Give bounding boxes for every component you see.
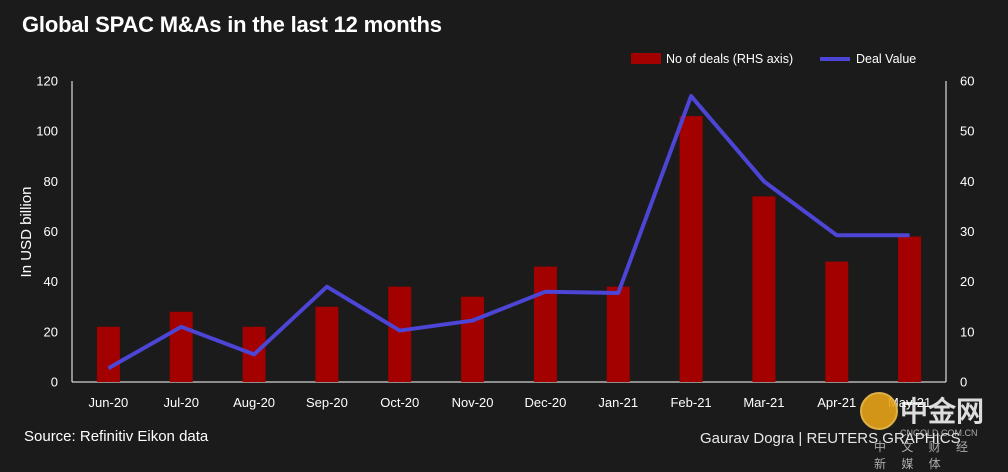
watermark-text: 中金网 <box>900 395 985 428</box>
watermark-subtitle: 中 文 财 经 新 媒 体 <box>874 440 975 471</box>
line-series <box>107 94 910 370</box>
x-tick-label: May-21 <box>888 395 931 410</box>
y-axis-ticks: 0 20 40 60 80 100 120 <box>36 74 58 390</box>
y2-tick-label: 50 <box>960 124 974 139</box>
source-note: Source: Refinitiv Eikon data <box>24 428 209 445</box>
axes <box>71 81 947 383</box>
x-tick-label: Mar-21 <box>743 395 784 410</box>
y2-tick-label: 60 <box>960 74 974 89</box>
y-tick-label: 0 <box>51 375 58 390</box>
bar <box>461 296 485 382</box>
x-tick-label: Nov-20 <box>452 395 494 410</box>
y-tick-label: 20 <box>44 324 58 339</box>
x-tick-label: Jul-20 <box>164 395 199 410</box>
y-tick-label: 120 <box>36 74 58 89</box>
bar <box>752 196 776 382</box>
credit-note: Gaurav Dogra | REUTERS GRAPHICS <box>700 430 961 447</box>
watermark: 中金网 CNGOLD.COM.CN 中 文 财 经 新 媒 体 <box>860 390 1000 471</box>
y-axis-label: In USD billion <box>18 187 35 278</box>
x-tick-label: Aug-20 <box>233 395 275 410</box>
x-tick-label: Dec-20 <box>524 395 566 410</box>
y2-tick-label: 30 <box>960 224 974 239</box>
x-tick-label: Sep-20 <box>306 395 348 410</box>
x-axis-ticks: Jun-20 Jul-20 Aug-20 Sep-20 Oct-20 Nov-20 Dec-… <box>89 395 932 410</box>
bar <box>388 286 412 382</box>
chart-title: Global SPAC M&As in the last 12 months <box>22 12 442 37</box>
bar <box>96 326 120 382</box>
bar <box>825 261 849 382</box>
bar <box>898 236 922 382</box>
watermark-logo-icon <box>860 392 898 430</box>
x-tick-label: Jun-20 <box>89 395 129 410</box>
y2-axis-ticks: 0 10 20 30 40 50 60 <box>960 74 974 390</box>
bar <box>606 286 630 382</box>
y-tick-label: 40 <box>44 274 58 289</box>
y2-tick-label: 0 <box>960 375 967 390</box>
watermark-url: CNGOLD.COM.CN <box>900 428 978 438</box>
x-tick-label: Apr-21 <box>817 395 856 410</box>
y2-tick-label: 20 <box>960 274 974 289</box>
x-tick-label: Feb-21 <box>670 395 711 410</box>
legend-label-deals: No of deals (RHS axis) <box>666 52 793 66</box>
y-tick-label: 80 <box>44 174 58 189</box>
bar <box>315 306 339 382</box>
y2-tick-label: 10 <box>960 324 974 339</box>
y-tick-label: 60 <box>44 224 58 239</box>
legend: No of deals (RHS axis) Deal Value <box>631 52 916 66</box>
deal-value-line <box>107 94 910 370</box>
x-tick-label: Oct-20 <box>380 395 419 410</box>
bar <box>679 116 703 382</box>
y-tick-label: 100 <box>36 124 58 139</box>
legend-bar-swatch <box>631 53 661 64</box>
y2-tick-label: 40 <box>960 174 974 189</box>
x-tick-label: Jan-21 <box>598 395 638 410</box>
bar <box>533 266 557 382</box>
bar <box>169 311 193 382</box>
legend-label-value: Deal Value <box>856 52 916 66</box>
